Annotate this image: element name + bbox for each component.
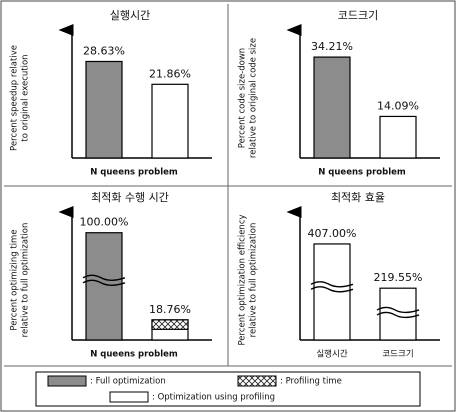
y-axis-label: to original execution [21,54,31,141]
axis-break [82,274,126,281]
bar-body [85,60,123,159]
value-label: 219.55% [374,271,423,284]
bar-body [379,115,417,159]
legend-label: : Profiling time [280,377,342,387]
chart-title: 최적화 수행 시간 [91,191,169,204]
legend-swatch [237,375,277,387]
chart-title: 최적화 효율 [331,191,385,204]
bar-body [313,56,351,159]
legend-swatch [109,391,149,403]
axis-break [376,311,420,319]
chart-title: 코드크기 [338,9,378,22]
axis-break [310,286,354,293]
value-label: 28.63% [83,44,125,57]
y-axis-label: Percent speedup relative [10,45,20,151]
value-label: 100.00% [80,216,129,229]
bar [376,287,420,341]
value-label: 14.09% [377,99,419,112]
y-axis-label: Percent code size-down [238,48,248,148]
bar-body [379,287,417,341]
value-label: 18.76% [149,303,191,316]
bar [151,319,189,341]
x-tick-label: 코드크기 [382,350,413,360]
bar [379,115,417,159]
y-axis-label: relative to original code size [249,38,259,158]
legend-swatch [47,375,87,387]
bar [85,60,123,159]
x-tick-label: 실행시간 [316,349,347,360]
value-label: 34.21% [311,40,353,53]
chart-title: 실행시간 [110,9,150,22]
x-axis-label: N queens problem [90,350,178,360]
bar [82,232,126,341]
y-axis-label: Percent optimizing time [10,229,20,330]
bar-hatch [151,319,189,330]
bar [310,243,354,341]
axis-break [82,279,126,286]
legend-label: : Optimization using profiling [152,393,275,403]
bar [313,56,351,159]
bar-body [85,232,123,341]
legend-label: : Full optimization [90,377,166,387]
legend-box [35,371,421,407]
axis-break [310,281,354,288]
value-label: 407.00% [308,227,357,240]
x-axis-label: N queens problem [90,168,178,178]
x-axis-label: N queens problem [318,168,406,178]
bar [151,83,189,159]
y-axis-label: Percent optimization efficiency [238,214,248,345]
bar-body [151,83,189,159]
axis-break [376,306,420,314]
value-label: 21.86% [149,67,191,80]
y-axis-label: relative to full optimization [249,223,259,338]
y-axis-label: relative to full optimization [21,223,31,338]
